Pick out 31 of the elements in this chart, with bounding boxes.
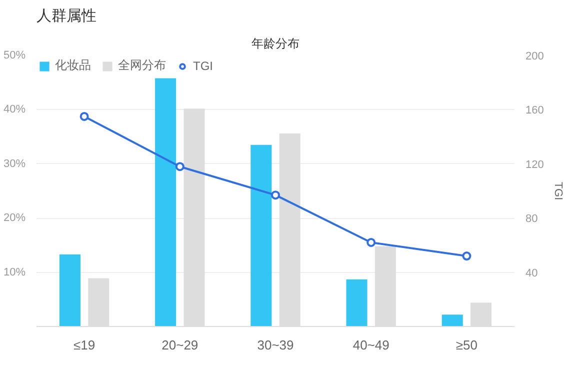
bar xyxy=(346,279,368,326)
y2-tick-label: 80 xyxy=(526,213,538,226)
chart-subtitle: 年龄分布 xyxy=(252,36,300,50)
x-tick-label: ≥50 xyxy=(456,338,478,352)
y2-tick-label: 120 xyxy=(526,158,544,171)
x-tick-label: 40~49 xyxy=(352,338,390,352)
y2-tick-label: 200 xyxy=(526,50,544,62)
y2-axis-title: TGI xyxy=(552,182,564,200)
legend-label: 全网分布 xyxy=(118,57,166,74)
point xyxy=(80,112,89,121)
x-tick-label: 30~39 xyxy=(257,338,294,352)
bar xyxy=(59,254,80,326)
y-tick-label: 30% xyxy=(3,158,26,170)
chart-title: 人群属性 xyxy=(36,8,96,24)
x-tick-label: 20~29 xyxy=(162,338,198,352)
y-tick-label: 50% xyxy=(3,50,26,62)
x-tick-label: ≤19 xyxy=(74,338,96,352)
bar xyxy=(250,144,272,326)
bar xyxy=(155,78,176,326)
point xyxy=(366,238,376,247)
y-tick-label: 40% xyxy=(3,104,26,116)
y-tick-label: 20% xyxy=(3,212,26,224)
y2-tick-label: 160 xyxy=(526,104,544,117)
legend-label: TGI xyxy=(193,58,213,72)
point xyxy=(271,190,280,200)
y-tick-label: 10% xyxy=(3,266,26,278)
point xyxy=(462,252,472,261)
bar xyxy=(442,314,463,326)
y2-tick-label: 40 xyxy=(526,267,538,280)
legend-label: 化妆品 xyxy=(55,57,91,74)
point xyxy=(175,162,184,172)
